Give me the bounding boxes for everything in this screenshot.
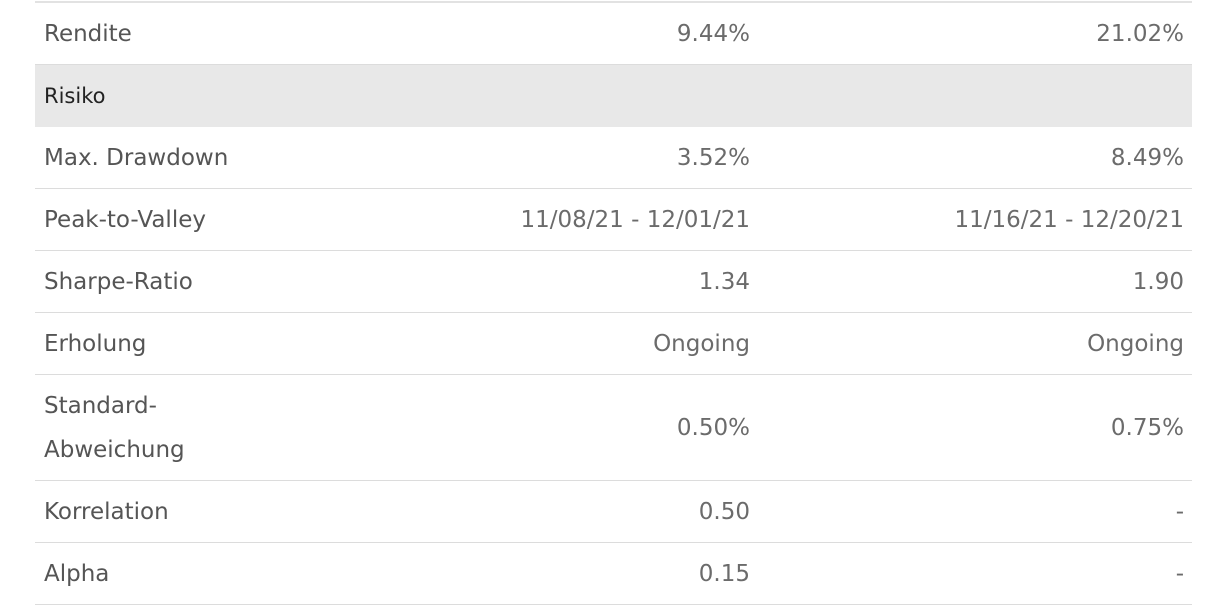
row-label: Erholung (44, 330, 147, 357)
cell-value: Ongoing (653, 330, 750, 357)
section-header: Risiko (35, 65, 1192, 127)
row-label: Peak-to-Valley (44, 206, 206, 233)
cell-value: 3.52% (676, 144, 750, 171)
table-row: Max. Drawdown 3.52% 8.49% (35, 127, 1192, 189)
table-row: Korrelation 0.50 - (35, 481, 1192, 543)
cell-value: 0.15 (698, 560, 750, 587)
cell-value: 11/16/21 - 12/20/21 (954, 206, 1184, 233)
table-row: Rendite 9.44% 21.02% (35, 3, 1192, 65)
section-title: Risiko (44, 84, 106, 108)
cell-value: 0.50% (676, 414, 750, 441)
table-row: Erholung Ongoing Ongoing (35, 313, 1192, 375)
risk-table: Rendite 9.44% 21.02% Risiko Max. Drawdown 3.5… (35, 1, 1192, 605)
table-row: Peak-to-Valley 11/08/21 - 12/01/21 11/16/2… (35, 189, 1192, 251)
row-label: Sharpe-Ratio (44, 268, 193, 295)
cell-value: 0.75% (1110, 414, 1184, 441)
cell-value: 11/08/21 - 12/01/21 (520, 206, 750, 233)
row-label: Rendite (44, 20, 132, 47)
table-row: Alpha 0.15 - (35, 543, 1192, 605)
cell-value: - (1175, 498, 1184, 525)
row-label: Alpha (44, 560, 110, 587)
cell-value: Ongoing (1087, 330, 1184, 357)
table-row: Sharpe-Ratio 1.34 1.90 (35, 251, 1192, 313)
cell-value: 9.44% (676, 20, 750, 47)
row-label: Korrelation (44, 498, 169, 525)
cell-value: 0.50 (698, 498, 750, 525)
cell-value: 1.90 (1132, 268, 1184, 295)
cell-value: 21.02% (1096, 20, 1184, 47)
cell-value: 8.49% (1110, 144, 1184, 171)
cell-value: 1.34 (698, 268, 750, 295)
row-label: Max. Drawdown (44, 144, 229, 171)
cell-value: - (1175, 560, 1184, 587)
row-label: Standard-Abweichung (44, 392, 185, 463)
table-row: Standard-Abweichung 0.50% 0.75% (35, 375, 1192, 481)
